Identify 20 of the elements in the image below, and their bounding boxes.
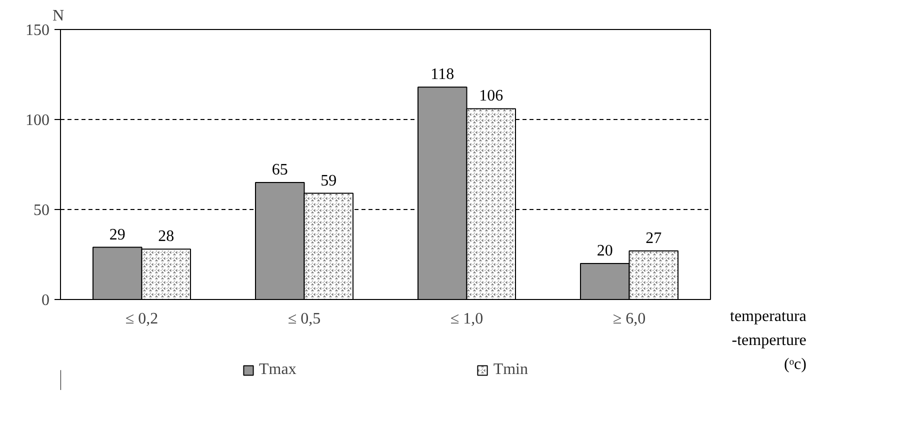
x-tick-label: ≤ 0,2 bbox=[125, 310, 158, 328]
data-label: 106 bbox=[479, 88, 504, 105]
x-tick-label: ≥ 6,0 bbox=[612, 310, 646, 328]
data-label: 20 bbox=[596, 242, 613, 260]
y-tick-label: 0 bbox=[42, 292, 50, 309]
data-label: 29 bbox=[109, 226, 126, 244]
y-axis-title: N bbox=[52, 8, 64, 24]
y-tick-label: 150 bbox=[26, 22, 50, 39]
x-tick-label: ≤ 0,5 bbox=[288, 310, 321, 328]
x-tick-label: ≤ 1,0 bbox=[450, 310, 484, 328]
data-label: 28 bbox=[158, 228, 174, 246]
legend-label: Tmax bbox=[259, 361, 296, 379]
data-label: 65 bbox=[272, 162, 288, 178]
y-tick-label: 50 bbox=[34, 202, 50, 219]
data-label: 118 bbox=[430, 66, 454, 84]
data-label: 59 bbox=[320, 172, 337, 190]
data-label: 27 bbox=[646, 230, 662, 247]
y-tick-label: 100 bbox=[26, 112, 50, 129]
legend-label: Tmin bbox=[493, 361, 528, 379]
x-axis-title: temperatura -temperture (ᵒc) bbox=[730, 307, 806, 375]
